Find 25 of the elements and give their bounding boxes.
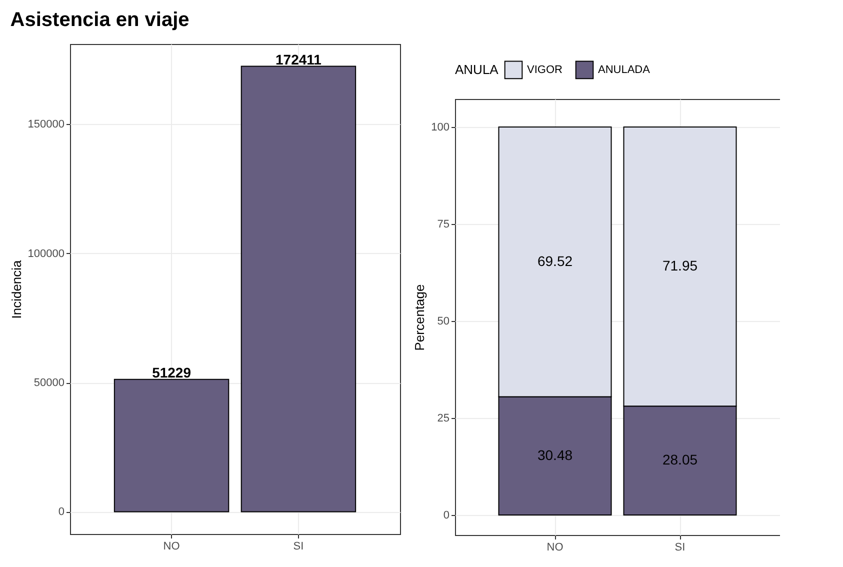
y-tick-label: 0: [443, 510, 450, 522]
y-tick-label: 100: [431, 121, 450, 134]
data-label: 71.95: [662, 258, 698, 274]
y-tick-label: 150000: [28, 118, 64, 131]
y-tick-label: 50: [437, 315, 450, 328]
data-label: 51229: [152, 364, 192, 380]
legend-label: ANULADA: [598, 64, 651, 76]
x-tick-label: NO: [163, 540, 180, 552]
y-tick-label: 0: [58, 506, 64, 518]
data-label: 172411: [275, 51, 322, 68]
y-tick-label: 100000: [28, 248, 64, 260]
chart-title: Asistencia en viaje: [10, 9, 190, 31]
y-tick-label: 25: [437, 412, 450, 424]
y-axis-title: Percentage: [412, 284, 428, 351]
y-tick-label: 50000: [34, 377, 64, 390]
x-tick-label: SI: [293, 540, 304, 552]
data-label: 28.05: [662, 452, 698, 468]
legend-title: ANULA: [455, 62, 499, 77]
x-tick-label: NO: [546, 542, 564, 554]
y-tick-label: 75: [437, 218, 450, 230]
data-label: 30.48: [537, 446, 573, 463]
y-axis-title: Incidencia: [8, 259, 24, 319]
x-tick-label: SI: [674, 542, 686, 554]
data-label: 69.52: [537, 252, 573, 269]
legend-label: VIGOR: [527, 64, 563, 76]
